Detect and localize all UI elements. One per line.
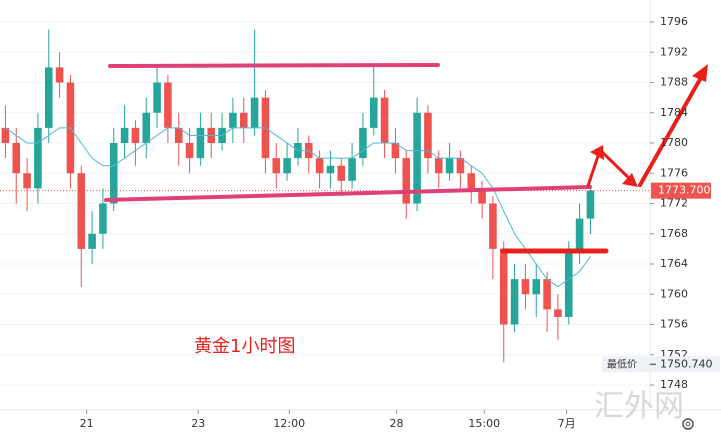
candle-body [424,112,432,159]
candle-body [34,127,42,189]
arrowhead [692,64,708,82]
candle-body [348,158,356,181]
arrowhead [622,173,638,187]
candle-body [185,143,194,159]
candle-body [131,127,140,143]
candle-body [391,143,400,159]
x-tick-label: 7月 [558,417,576,430]
y-tick-label: 1788 [660,76,688,89]
y-tick-label: 1776 [660,166,688,179]
y-tick-label: 1764 [660,257,688,270]
y-tick-label: 1784 [660,106,688,119]
candle-body [326,165,335,174]
candle-body [359,127,367,159]
x-tick-label: 21 [80,417,94,430]
plot-area [0,21,650,386]
candle-body [77,173,86,249]
candle-body [575,218,584,249]
gear-center[interactable] [685,421,691,427]
candle-body [174,127,183,143]
y-tick-label: 1768 [660,227,688,240]
x-tick-label: 23 [191,417,205,430]
candle-body [467,173,476,189]
candle-body [445,158,454,174]
candle-body [44,67,53,128]
y-tick-label: 1760 [660,287,688,300]
resistance-line [108,63,440,68]
candle-body [434,158,443,174]
y-tick-label: 1780 [660,136,688,149]
candle-body [229,112,237,128]
candle-body [153,82,161,113]
candle-body [521,279,530,295]
support-line [104,185,592,202]
candle-body [456,158,465,174]
annotation: 黄金1小时图 [194,336,295,357]
last-price-box [651,182,711,199]
candle-body [239,112,248,128]
candle-body [499,248,508,325]
gear[interactable] [682,418,694,430]
candle-body [1,127,10,143]
y-tick-label: 1796 [660,15,688,28]
candle-body [554,309,562,317]
x-tick-label: 12:00 [273,417,305,430]
candle-body [380,97,389,143]
candle-body [510,279,519,325]
candle-body [120,127,129,143]
x-tick-label: 28 [390,417,404,430]
drawings [104,63,708,254]
watermark: 汇外网 [594,389,684,424]
candle-body [12,143,21,174]
low-price-box [602,356,720,373]
y-tick-label: 1772 [660,197,688,210]
x-tick-label: 15:00 [468,417,500,430]
candle-body [196,127,205,159]
candle-body [272,158,281,174]
low-price-label: 1750.740 [660,357,713,370]
candle-body [283,158,291,174]
arrow-path [638,72,705,187]
candle-body [564,248,573,317]
candle-body [250,97,259,128]
y-tick-label: 1748 [660,378,688,391]
last-price-label: 1773.700 [658,184,711,197]
candle-body [413,112,421,204]
candle-body [369,97,378,128]
candle-body [478,188,486,204]
candle-body [109,143,118,204]
candle-body [88,233,96,249]
candle-body [142,112,151,143]
candle-body [402,158,411,204]
low-price-caption: 最低价 [607,357,637,370]
candle-body [23,173,31,189]
arrowhead [590,145,604,160]
y-tick-label: 1756 [660,318,688,331]
candle-body [164,82,172,128]
candle-body [543,279,551,310]
candle-body [55,67,64,83]
candle-body [337,165,346,181]
candle-body [489,203,497,249]
y-tick-label: 1792 [660,45,688,58]
candle-body [586,190,595,219]
settings-icon[interactable] [682,418,694,430]
candle-body [99,203,107,234]
candle-body [315,158,324,174]
candle-body [532,279,541,295]
